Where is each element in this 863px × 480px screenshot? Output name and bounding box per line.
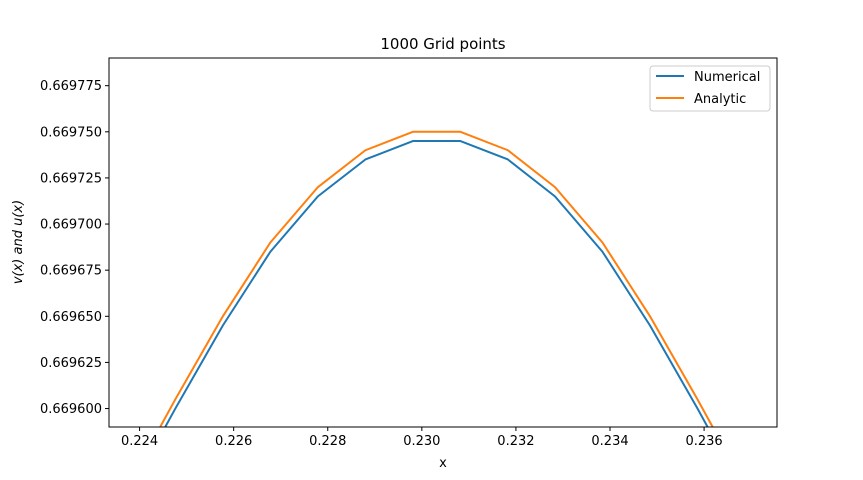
x-tick-label: 0.224	[121, 434, 158, 449]
y-axis-label: v(x) and u(x)	[11, 200, 26, 284]
y-axis-label-part: x	[11, 205, 26, 214]
y-tick-label: 0.669625	[40, 356, 102, 371]
x-tick-label: 0.236	[685, 434, 722, 449]
y-tick-label: 0.669725	[40, 171, 102, 186]
x-tick-label: 0.234	[591, 434, 628, 449]
y-axis: 0.669600 0.669625 0.669650 0.669675 0.669700…	[40, 79, 109, 417]
y-tick-label: 0.669775	[40, 79, 102, 94]
y-axis-label-part: v(	[11, 270, 26, 284]
chart-title: 1000 Grid points	[380, 35, 505, 53]
series-line-analytic	[159, 130, 714, 427]
legend-frame	[649, 65, 771, 112]
legend-label-analytic: Analytic	[694, 92, 746, 107]
x-tick-label: 0.230	[403, 434, 440, 449]
series-line-numerical	[164, 140, 709, 427]
y-tick-label: 0.669675	[40, 264, 102, 279]
y-axis-label-part: )	[11, 200, 26, 206]
y-tick-label: 0.669600	[40, 402, 102, 417]
plot-frame	[108, 57, 778, 428]
x-tick-label: 0.232	[497, 434, 534, 449]
legend-label-numerical: Numerical	[694, 70, 760, 85]
y-axis-label-part: u(	[11, 212, 26, 226]
y-tick-label: 0.669750	[40, 125, 102, 140]
x-tick-label: 0.226	[215, 434, 252, 449]
legend: Numerical Analytic	[649, 65, 771, 112]
y-axis-label-part: x	[11, 263, 26, 272]
y-tick-label: 0.669700	[40, 218, 102, 233]
x-axis-label: x	[439, 456, 447, 471]
x-axis: 0.224 0.226 0.228 0.230 0.232 0.234 0.236	[121, 427, 723, 449]
y-tick-label: 0.669650	[40, 310, 102, 325]
y-axis-label-part: ) and	[11, 226, 26, 265]
series-group	[159, 130, 714, 427]
x-tick-label: 0.228	[309, 434, 346, 449]
